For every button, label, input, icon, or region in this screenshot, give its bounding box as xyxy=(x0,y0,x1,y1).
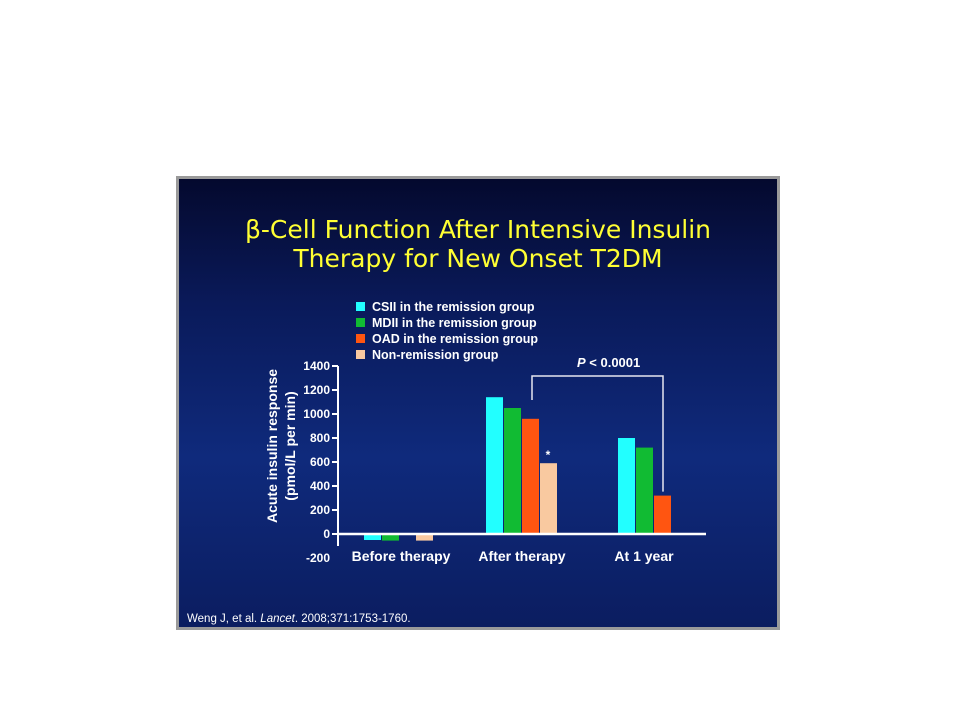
y-tick-label: 0 xyxy=(323,527,330,541)
slide-title: β-Cell Function After Intensive Insulin … xyxy=(179,215,777,273)
bars xyxy=(364,397,671,541)
x-tick-label-1: Before therapy xyxy=(352,548,451,564)
legend: CSII in the remission group MDII in the r… xyxy=(356,300,538,362)
bar-1-3 xyxy=(618,438,635,534)
y-tick-label: 400 xyxy=(310,479,330,493)
title-line-2: Therapy for New Onset T2DM xyxy=(293,244,663,273)
bar-2-2 xyxy=(504,408,521,534)
legend-swatch-2 xyxy=(356,318,365,327)
significance-bracket xyxy=(531,375,664,492)
x-tick-label-3: At 1 year xyxy=(614,548,674,564)
bar-1-2 xyxy=(486,397,503,534)
x-axis: Before therapy After therapy At 1 year xyxy=(338,532,706,564)
y-tick-label: 1400 xyxy=(303,359,330,373)
citation: Weng J, et al. Lancet. 2008;371:1753-176… xyxy=(187,613,411,625)
bar-4-2 xyxy=(540,463,557,534)
p-italic: P xyxy=(577,355,586,370)
bar-3-3 xyxy=(654,495,671,534)
legend-swatch-4 xyxy=(356,350,365,359)
y-tick-label: 200 xyxy=(310,503,330,517)
legend-swatch-1 xyxy=(356,302,365,311)
y-axis-label: Acute insulin response (pmol/L per min) xyxy=(264,369,298,523)
legend-label-3: OAD in the remission group xyxy=(372,332,538,346)
significance-star: * xyxy=(546,448,551,462)
significance-label: P < 0.0001 xyxy=(577,355,640,370)
bar-2-1 xyxy=(382,534,399,541)
citation-authors: Weng J, et al. xyxy=(187,613,261,625)
bar-3-2 xyxy=(522,418,539,534)
bar-1-1 xyxy=(364,534,381,540)
legend-label-1: CSII in the remission group xyxy=(372,300,535,314)
y-tick-label: -200 xyxy=(306,551,330,565)
annotations: * P < 0.0001 xyxy=(531,355,664,492)
title-line-1: β-Cell Function After Intensive Insulin xyxy=(244,215,712,244)
bar-2-3 xyxy=(636,447,653,534)
y-tick-label: 600 xyxy=(310,455,330,469)
y-tick-label: 1200 xyxy=(303,383,330,397)
bar-chart: CSII in the remission group MDII in the r… xyxy=(264,300,706,565)
y-axis-label-line-2: (pmol/L per min) xyxy=(282,391,298,500)
citation-rest: . 2008;371:1753-1760. xyxy=(294,613,411,625)
x-tick-label-2: After therapy xyxy=(478,548,565,564)
bar-4-1 xyxy=(416,534,433,541)
legend-label-4: Non-remission group xyxy=(372,348,499,362)
legend-swatch-3 xyxy=(356,334,365,343)
slide: β-Cell Function After Intensive Insulin … xyxy=(176,176,780,630)
y-tick-label: 1000 xyxy=(303,407,330,421)
y-tick-label: 800 xyxy=(310,431,330,445)
p-rest: < 0.0001 xyxy=(586,355,641,370)
citation-journal: Lancet xyxy=(260,613,295,625)
legend-label-2: MDII in the remission group xyxy=(372,316,537,330)
y-axis-label-line-1: Acute insulin response xyxy=(264,369,280,523)
y-axis: -200 0 200 400 600 800 1000 1200 1400 Acute insul… xyxy=(264,359,339,565)
